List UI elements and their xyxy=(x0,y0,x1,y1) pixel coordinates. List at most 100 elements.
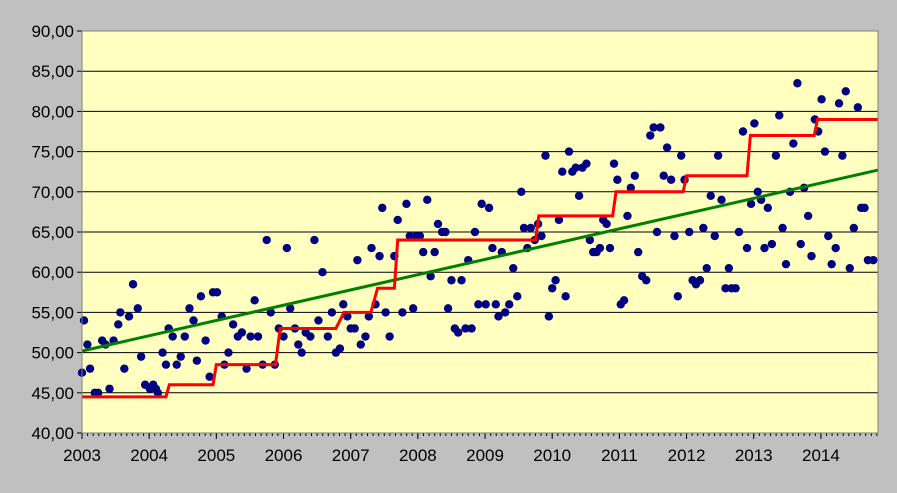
data-point xyxy=(605,243,615,253)
x-tick-label: 2010 xyxy=(533,446,571,465)
data-point xyxy=(423,195,432,205)
trend-line xyxy=(81,168,879,353)
data-point xyxy=(443,304,453,313)
data-point xyxy=(685,227,694,237)
data-point xyxy=(544,312,554,321)
data-point xyxy=(250,296,259,305)
data-point xyxy=(378,203,387,213)
data-point xyxy=(649,123,658,132)
data-point xyxy=(595,243,605,253)
x-tick-label: 2012 xyxy=(668,446,706,465)
x-tick-label: 2003 xyxy=(63,446,101,465)
data-point xyxy=(350,324,359,333)
data-point xyxy=(537,231,546,241)
data-point xyxy=(494,312,503,321)
data-point xyxy=(633,247,643,257)
data-point xyxy=(136,352,146,361)
data-point xyxy=(176,352,185,361)
data-point xyxy=(849,223,859,233)
data-point xyxy=(626,183,636,192)
data-point xyxy=(172,360,181,369)
data-point xyxy=(185,304,194,313)
data-point xyxy=(662,143,672,152)
data-point xyxy=(817,95,826,104)
data-point xyxy=(853,103,863,112)
data-point xyxy=(666,175,676,184)
data-point xyxy=(105,384,114,393)
data-point xyxy=(470,227,480,237)
data-point xyxy=(398,308,407,317)
data-point xyxy=(541,151,550,160)
data-point xyxy=(405,231,415,241)
data-point xyxy=(838,151,847,160)
data-point xyxy=(212,288,222,297)
data-point xyxy=(841,87,850,96)
x-tick-label: 2007 xyxy=(332,446,370,465)
data-point xyxy=(778,223,787,233)
data-point xyxy=(834,99,844,108)
data-point xyxy=(731,284,740,293)
data-point xyxy=(262,235,271,245)
data-point xyxy=(83,340,92,349)
y-tick-label: 50,00 xyxy=(31,344,74,363)
x-tick-label: 2011 xyxy=(601,446,638,465)
data-point xyxy=(763,203,773,213)
data-points xyxy=(77,79,878,397)
data-point xyxy=(673,292,683,301)
data-point xyxy=(699,223,708,233)
data-point xyxy=(286,304,295,313)
data-point xyxy=(79,316,89,325)
x-tick-label: 2009 xyxy=(466,446,504,465)
data-point xyxy=(554,215,564,225)
data-point xyxy=(120,364,129,373)
data-point xyxy=(796,239,805,249)
data-point xyxy=(771,151,781,160)
data-point xyxy=(441,227,450,237)
data-point xyxy=(361,332,370,341)
data-point xyxy=(433,219,443,229)
data-point xyxy=(426,272,435,281)
data-point xyxy=(820,147,830,156)
y-tick-label: 60,00 xyxy=(31,263,74,282)
data-point xyxy=(196,292,206,301)
data-point xyxy=(642,276,651,285)
data-point xyxy=(461,324,470,333)
data-point xyxy=(393,215,402,225)
y-tick-label: 85,00 xyxy=(31,62,74,81)
data-point xyxy=(419,247,428,257)
data-point xyxy=(571,163,580,172)
data-point xyxy=(327,308,337,317)
data-point xyxy=(381,308,390,317)
step-line xyxy=(82,117,878,399)
data-point xyxy=(623,211,632,221)
y-tick-label: 45,00 xyxy=(31,384,74,403)
data-point xyxy=(364,312,374,321)
data-point xyxy=(294,340,303,349)
data-point xyxy=(721,284,730,293)
data-point xyxy=(168,332,177,341)
x-tick-label: 2005 xyxy=(197,446,235,465)
data-point xyxy=(415,231,425,241)
data-point xyxy=(713,151,723,160)
data-point xyxy=(266,308,275,317)
series-lines xyxy=(81,117,879,399)
y-tick-label: 55,00 xyxy=(31,303,74,322)
x-tick-label: 2013 xyxy=(735,446,773,465)
y-tick-label: 70,00 xyxy=(31,183,74,202)
data-point xyxy=(509,263,518,273)
data-point xyxy=(447,276,456,285)
data-point xyxy=(517,187,526,196)
data-point xyxy=(246,332,255,341)
data-point xyxy=(201,336,210,345)
data-point xyxy=(353,255,362,265)
data-point xyxy=(710,231,719,241)
data-point xyxy=(85,364,95,373)
data-point xyxy=(706,191,715,201)
data-point xyxy=(845,263,854,273)
data-point xyxy=(630,171,640,180)
data-point xyxy=(558,167,567,176)
data-point xyxy=(402,199,411,209)
plot-border xyxy=(81,30,879,434)
data-point xyxy=(474,300,483,309)
